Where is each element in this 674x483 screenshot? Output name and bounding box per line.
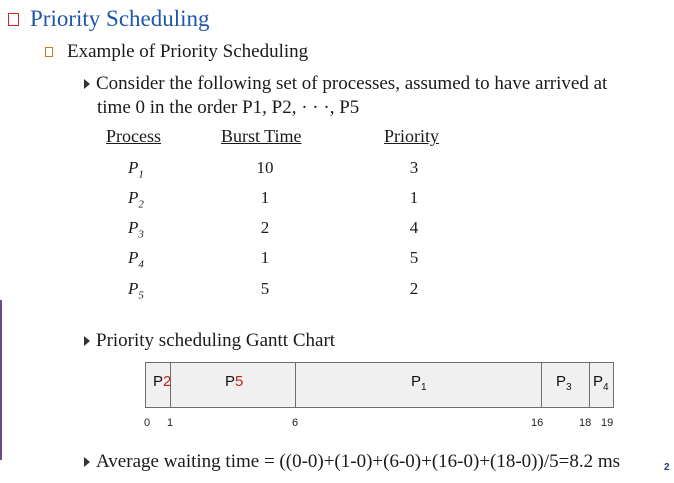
process-name: P5: [128, 279, 144, 302]
title-row: Priority Scheduling: [8, 6, 210, 32]
gantt-divider: [589, 363, 590, 407]
priority-cell: 2: [409, 279, 419, 298]
subtitle-row: Example of Priority Scheduling: [45, 41, 308, 63]
average-waiting-text: Average waiting time = ((0-0)+(1-0)+(6-0…: [96, 451, 621, 472]
triangle-bullet-icon: [84, 457, 90, 467]
header-burst-time: Burst Time: [221, 126, 302, 146]
burst-time-cell: 10: [256, 158, 274, 177]
gantt-tick: 0: [144, 417, 151, 429]
bullet-average-waiting: Average waiting time = ((0-0)+(1-0)+(6-0…: [84, 451, 620, 473]
gantt-divider: [170, 363, 171, 407]
gantt-block-p2: P2: [153, 373, 172, 390]
triangle-bullet-icon: [84, 79, 90, 89]
slide-title: Priority Scheduling: [30, 6, 210, 31]
page-number: 2: [664, 462, 670, 473]
priority-cell: 5: [409, 248, 419, 267]
burst-time-cell: 1: [260, 248, 270, 267]
left-accent-bar: [0, 300, 2, 460]
gantt-block-p5: P5: [225, 373, 244, 390]
gantt-tick: 19: [601, 417, 614, 429]
priority-cell: 4: [409, 218, 419, 237]
process-name: P1: [128, 158, 144, 181]
gantt-block-p1: P1: [411, 373, 427, 393]
gantt-tick: 6: [292, 417, 299, 429]
gantt-tick: 1: [167, 417, 174, 429]
square-bullet-icon: [8, 12, 19, 26]
gantt-divider: [541, 363, 542, 407]
priority-cell: 1: [409, 188, 419, 207]
triangle-bullet-icon: [84, 336, 90, 346]
process-name: P4: [128, 248, 144, 271]
burst-time-cell: 5: [260, 279, 270, 298]
bullet-consider: Consider the following set of processes,…: [84, 73, 607, 95]
bullet-consider-line1: Consider the following set of processes,…: [96, 73, 608, 94]
gantt-tick: 18: [579, 417, 592, 429]
gantt-block-p3: P3: [556, 373, 572, 393]
bullet-consider-line2: time 0 in the order P1, P2, · · ·, P5: [97, 97, 360, 118]
burst-time-cell: 2: [260, 218, 270, 237]
bullet-gantt: Priority scheduling Gantt Chart: [84, 330, 335, 352]
priority-cell: 3: [409, 158, 419, 177]
gantt-divider: [295, 363, 296, 407]
burst-time-cell: 1: [260, 188, 270, 207]
square-bullet-icon: [45, 47, 53, 57]
gantt-chart: P2 P5 P1 P3 P4: [145, 362, 614, 408]
header-process: Process: [106, 126, 161, 146]
slide-subtitle: Example of Priority Scheduling: [67, 41, 309, 62]
gantt-tick: 16: [531, 417, 544, 429]
process-name: P2: [128, 188, 144, 211]
gantt-block-p4: P4: [593, 373, 609, 393]
process-name: P3: [128, 218, 144, 241]
bullet-gantt-text: Priority scheduling Gantt Chart: [96, 330, 336, 351]
header-priority: Priority: [384, 126, 440, 146]
